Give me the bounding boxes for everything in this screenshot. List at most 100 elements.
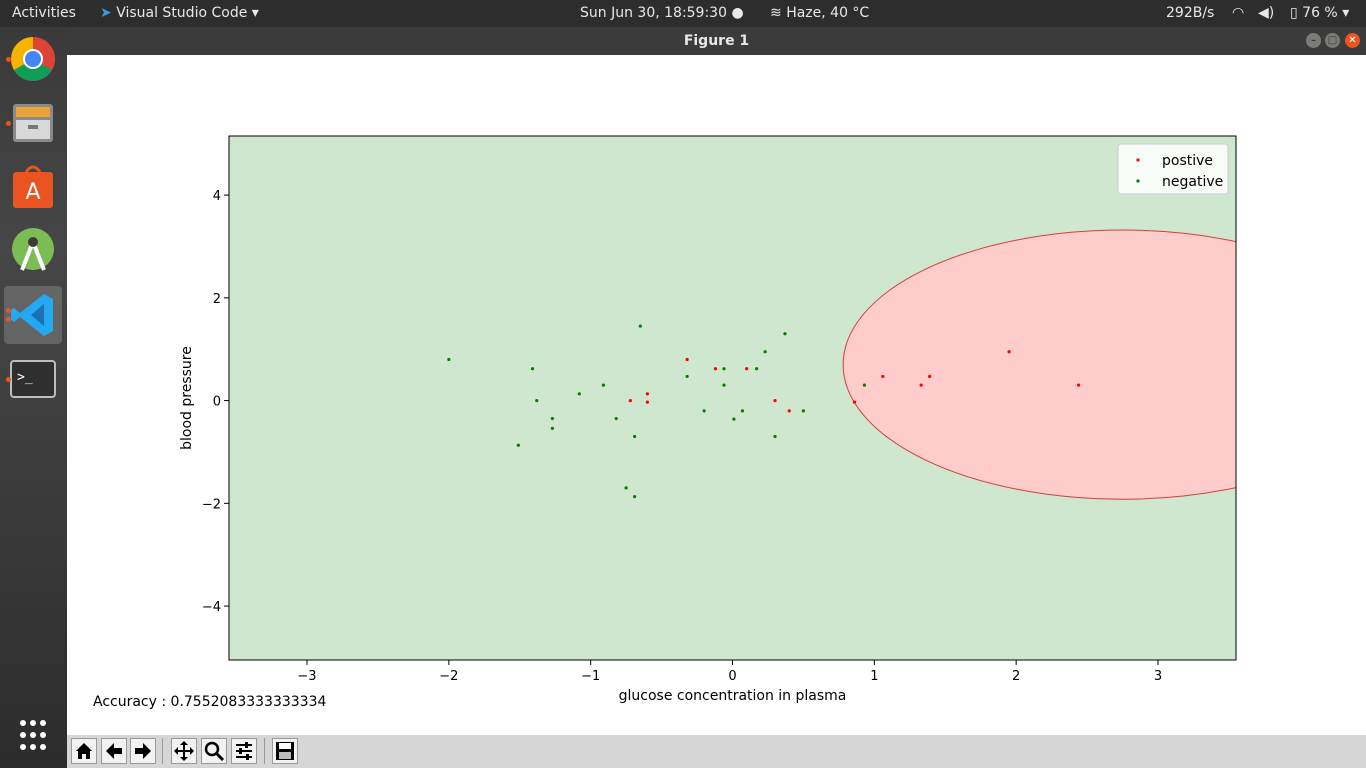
battery-text: 76 % xyxy=(1302,5,1338,21)
y-tick-label: −2 xyxy=(202,497,221,512)
sliders-icon xyxy=(236,742,252,760)
window-titlebar[interactable]: Figure 1 – □ ✕ xyxy=(67,27,1366,55)
negative-point xyxy=(535,398,539,403)
toolbar-separator xyxy=(162,738,163,764)
net-speed: 292B/s xyxy=(1166,5,1215,21)
legend-marker xyxy=(1136,158,1140,162)
figure-canvas[interactable]: −3 −2 −1 0 1 2 3 −4 −2 0 2 4 glucose concentration i… xyxy=(67,55,1366,735)
vscode-icon xyxy=(11,294,53,336)
negative-point xyxy=(801,409,806,413)
dock-terminal[interactable]: >_ xyxy=(4,350,62,408)
home-button[interactable] xyxy=(71,738,97,764)
negative-point xyxy=(550,426,554,430)
positive-point xyxy=(787,409,791,413)
back-button[interactable] xyxy=(101,738,127,764)
positive-region xyxy=(842,229,1236,500)
configure-subplots-button[interactable] xyxy=(231,738,257,764)
android-studio-icon xyxy=(12,228,54,271)
volume-icon[interactable]: ◀) xyxy=(1258,5,1275,21)
move-icon xyxy=(174,741,194,761)
positive-point xyxy=(745,367,749,371)
x-tick-label: 2 xyxy=(1012,669,1020,684)
chrome-icon xyxy=(11,37,55,81)
negative-point xyxy=(638,324,642,328)
minimize-icon: – xyxy=(1311,35,1316,46)
activities-button[interactable]: Activities xyxy=(12,5,76,21)
x-tick-label: −3 xyxy=(297,669,316,684)
dock: A >_ xyxy=(0,27,67,768)
vscode-icon: ➤ xyxy=(100,5,112,21)
positive-point xyxy=(628,398,632,403)
positive-point xyxy=(852,400,857,404)
arrow-left-icon xyxy=(106,743,122,759)
positive-point xyxy=(645,400,650,404)
positive-point xyxy=(1076,383,1081,387)
window-title: Figure 1 xyxy=(683,33,750,49)
running-indicator xyxy=(6,121,11,126)
close-button[interactable]: ✕ xyxy=(1345,33,1360,48)
x-tick-label: 0 xyxy=(728,669,736,684)
positive-point xyxy=(773,398,777,403)
negative-point xyxy=(722,367,726,371)
y-axis-label: blood pressure xyxy=(179,346,195,450)
arrow-right-icon xyxy=(135,743,151,759)
battery-indicator[interactable]: ▯ 76 % ▾ xyxy=(1290,5,1349,21)
negative-point xyxy=(516,443,520,447)
legend-marker xyxy=(1136,179,1140,183)
positive-point xyxy=(685,357,689,362)
negative-point xyxy=(773,434,777,439)
negative-point xyxy=(577,392,581,396)
svg-text:A: A xyxy=(25,180,40,205)
close-icon: ✕ xyxy=(1348,35,1357,46)
positive-point xyxy=(919,383,923,387)
pan-button[interactable] xyxy=(171,738,197,764)
plot-toolbar xyxy=(67,735,1366,768)
negative-point xyxy=(550,416,554,421)
running-indicator xyxy=(6,57,11,62)
software-center-icon: A xyxy=(13,165,53,208)
maximize-button[interactable]: □ xyxy=(1325,33,1340,48)
wifi-icon[interactable]: ◠ xyxy=(1232,5,1245,21)
running-indicator xyxy=(6,308,11,313)
dock-files[interactable] xyxy=(4,94,62,152)
zoom-icon xyxy=(204,741,225,762)
files-icon xyxy=(13,104,53,142)
save-icon xyxy=(276,742,294,760)
clock-text: Sun Jun 30, 18:59:30 xyxy=(580,5,727,21)
scatter-plot: −3 −2 −1 0 1 2 3 −4 −2 0 2 4 glucose concentration i… xyxy=(179,135,1237,704)
clock[interactable]: Sun Jun 30, 18:59:30 ● xyxy=(580,5,744,21)
save-button[interactable] xyxy=(272,738,298,764)
y-tick-label: −4 xyxy=(202,600,221,615)
dock-chrome[interactable] xyxy=(4,30,62,88)
haze-icon: ≋ xyxy=(770,5,782,21)
chevron-down-icon: ▾ xyxy=(251,5,259,21)
dock-show-applications[interactable] xyxy=(4,706,62,764)
weather[interactable]: ≋ Haze, 40 °C xyxy=(770,5,869,21)
dock-software-center[interactable]: A xyxy=(4,158,62,216)
x-tick-label: 1 xyxy=(870,669,878,684)
negative-point xyxy=(755,367,759,371)
negative-point xyxy=(685,374,689,379)
negative-point xyxy=(633,495,637,499)
negative-point xyxy=(722,383,726,387)
negative-point xyxy=(601,383,606,387)
positive-point xyxy=(928,374,932,379)
accuracy-text: Accuracy : 0.7552083333333334 xyxy=(93,694,327,710)
zoom-button[interactable] xyxy=(201,738,227,764)
dock-vscode[interactable] xyxy=(4,286,62,344)
app-menu[interactable]: ➤ Visual Studio Code ▾ xyxy=(100,5,259,21)
running-indicator xyxy=(6,317,11,322)
dock-android-studio[interactable] xyxy=(4,222,62,280)
top-bar: Activities ➤ Visual Studio Code ▾ Sun Ju… xyxy=(0,0,1366,27)
negative-point xyxy=(763,350,767,354)
negative-point xyxy=(530,367,535,371)
minimize-button[interactable]: – xyxy=(1306,33,1321,48)
notification-dot-icon: ● xyxy=(731,5,744,21)
x-tick-label: −1 xyxy=(581,669,600,684)
running-indicator xyxy=(6,377,11,382)
negative-point xyxy=(740,409,745,413)
legend-label: postive xyxy=(1162,153,1213,169)
forward-button[interactable] xyxy=(130,738,156,764)
home-icon xyxy=(76,743,92,759)
positive-point xyxy=(713,367,718,371)
